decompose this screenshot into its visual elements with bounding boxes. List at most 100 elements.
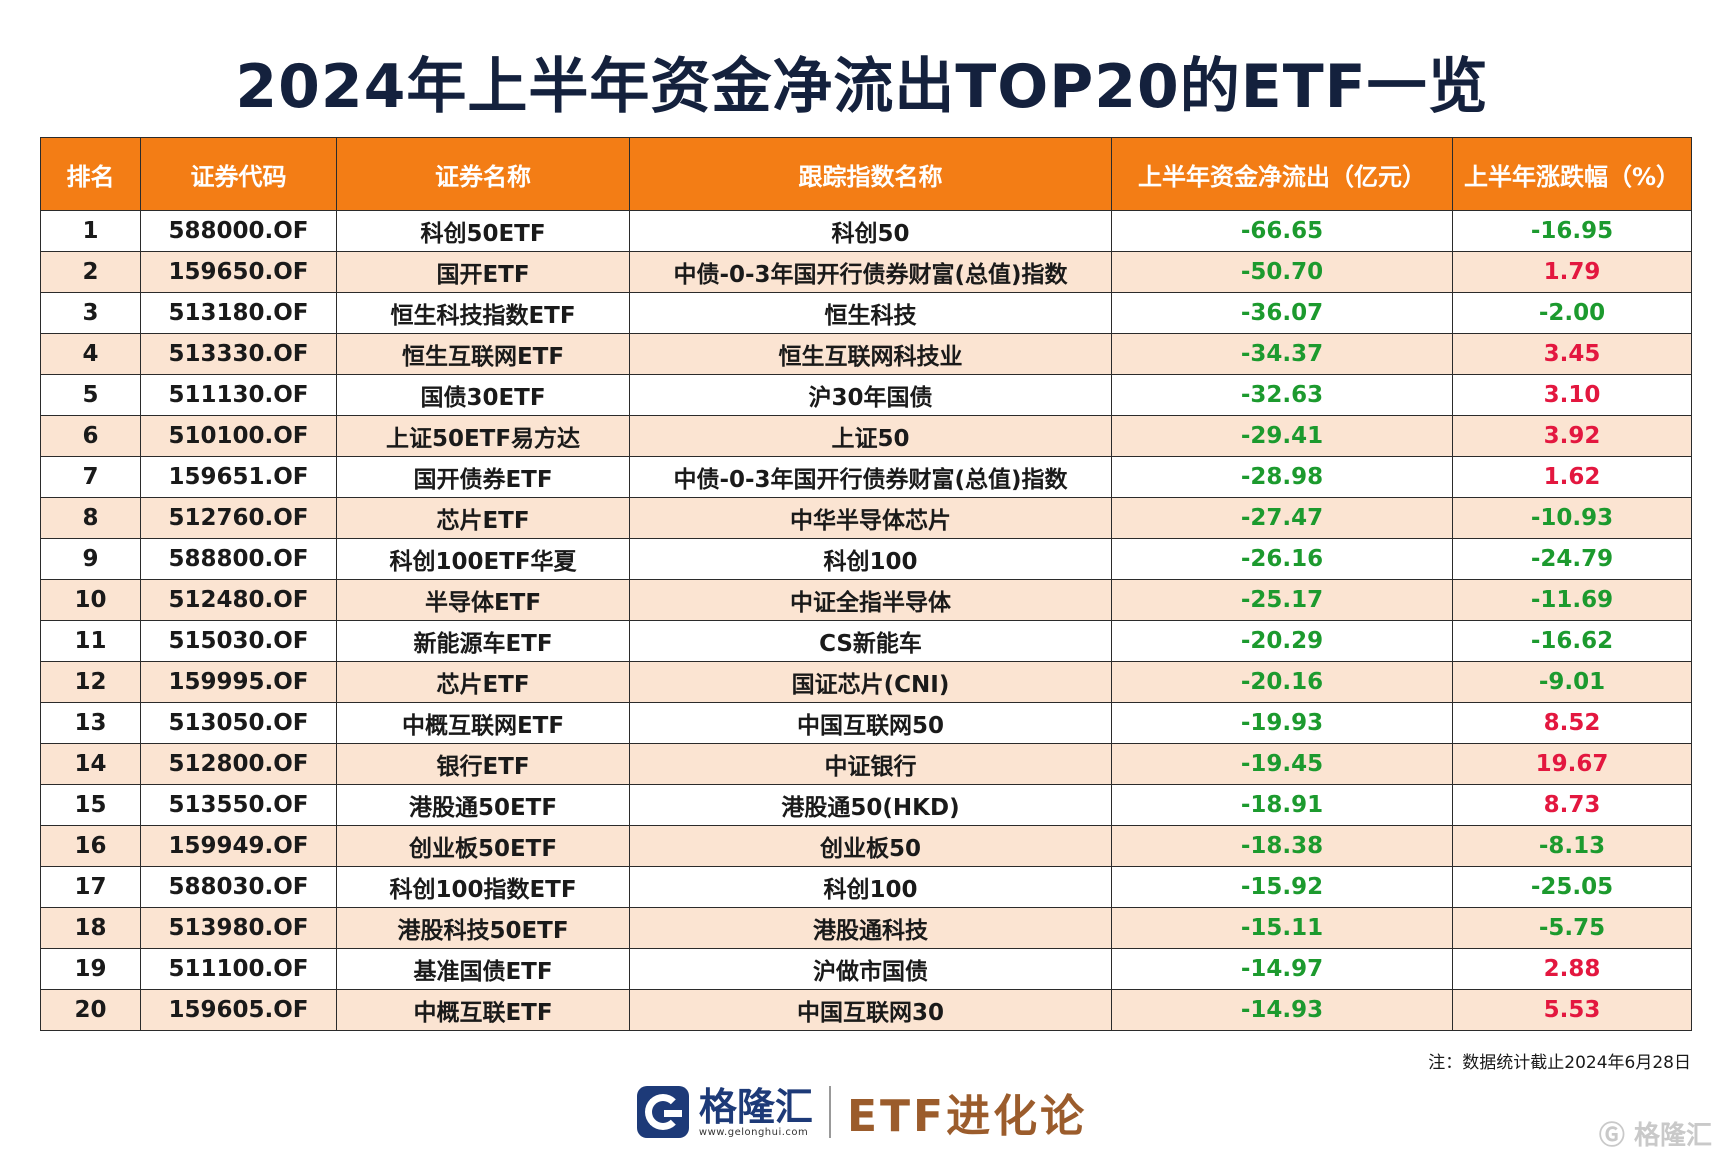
cell-change: 2.88	[1452, 948, 1692, 990]
cell-rank: 19	[40, 948, 141, 990]
cell-change: 8.73	[1452, 784, 1692, 826]
table-row: 8 512760.OF 芯片ETF 中华半导体芯片 -27.47 -10.93	[40, 497, 1692, 539]
cell-outflow: -19.93	[1111, 702, 1453, 744]
cell-outflow: -14.93	[1111, 989, 1453, 1031]
cell-change: 8.52	[1452, 702, 1692, 744]
cell-rank: 12	[40, 661, 141, 703]
cell-name: 银行ETF	[336, 743, 630, 785]
table-row: 6 510100.OF 上证50ETF易方达 上证50 -29.41 3.92	[40, 415, 1692, 457]
cell-change: -5.75	[1452, 907, 1692, 949]
cell-rank: 10	[40, 579, 141, 621]
cell-code: 512760.OF	[140, 497, 337, 539]
cell-name: 恒生互联网ETF	[336, 333, 630, 375]
cell-outflow: -15.11	[1111, 907, 1453, 949]
cell-rank: 6	[40, 415, 141, 457]
cell-outflow: -20.29	[1111, 620, 1453, 662]
cell-outflow: -36.07	[1111, 292, 1453, 334]
cell-outflow: -34.37	[1111, 333, 1453, 375]
cell-rank: 16	[40, 825, 141, 867]
cell-index: 港股通50(HKD)	[629, 784, 1112, 826]
cell-outflow: -14.97	[1111, 948, 1453, 990]
cell-rank: 18	[40, 907, 141, 949]
brand-name: 格隆汇	[698, 1084, 813, 1129]
cell-index: 科创50	[629, 210, 1112, 252]
brand-url: www.gelonghui.com	[698, 1126, 809, 1138]
cell-outflow: -27.47	[1111, 497, 1453, 539]
cell-rank: 20	[40, 989, 141, 1031]
footer-divider	[828, 1086, 831, 1138]
cell-index: 恒生科技	[629, 292, 1112, 334]
cell-code: 515030.OF	[140, 620, 337, 662]
cell-outflow: -32.63	[1111, 374, 1453, 416]
cell-rank: 3	[40, 292, 141, 334]
header-rank: 排名	[40, 137, 141, 211]
gelonghui-logo-icon	[636, 1086, 689, 1138]
cell-index: 沪做市国债	[629, 948, 1112, 990]
cell-change: -16.62	[1452, 620, 1692, 662]
table-row: 10 512480.OF 半导体ETF 中证全指半导体 -25.17 -11.69	[40, 579, 1692, 621]
cell-code: 510100.OF	[140, 415, 337, 457]
cell-name: 科创100ETF华夏	[336, 538, 630, 580]
cell-name: 国开债券ETF	[336, 456, 630, 498]
cell-change: -9.01	[1452, 661, 1692, 703]
cell-index: 中债-0-3年国开行债券财富(总值)指数	[629, 456, 1112, 498]
watermark-text: 格隆汇	[1633, 1121, 1712, 1151]
cell-index: 中国互联网50	[629, 702, 1112, 744]
cell-name: 创业板50ETF	[336, 825, 630, 867]
cell-change: 3.92	[1452, 415, 1692, 457]
cell-outflow: -18.91	[1111, 784, 1453, 826]
cell-change: 19.67	[1452, 743, 1692, 785]
cell-code: 512480.OF	[140, 579, 337, 621]
cell-code: 513050.OF	[140, 702, 337, 744]
cell-change: 1.62	[1452, 456, 1692, 498]
cell-code: 159605.OF	[140, 989, 337, 1031]
cell-name: 国债30ETF	[336, 374, 630, 416]
cell-code: 513550.OF	[140, 784, 337, 826]
cell-index: 科创100	[629, 538, 1112, 580]
cell-index: 创业板50	[629, 825, 1112, 867]
cell-change: -10.93	[1452, 497, 1692, 539]
cell-outflow: -29.41	[1111, 415, 1453, 457]
cell-outflow: -50.70	[1111, 251, 1453, 293]
cell-outflow: -20.16	[1111, 661, 1453, 703]
cell-index: 中华半导体芯片	[629, 497, 1112, 539]
cell-name: 基准国债ETF	[336, 948, 630, 990]
cell-outflow: -19.45	[1111, 743, 1453, 785]
table-header-row: 排名 证券代码 证券名称 跟踪指数名称 上半年资金净流出（亿元） 上半年涨跌幅（…	[40, 137, 1692, 211]
cell-change: 3.45	[1452, 333, 1692, 375]
cell-rank: 9	[40, 538, 141, 580]
cell-index: 沪30年国债	[629, 374, 1112, 416]
cell-rank: 14	[40, 743, 141, 785]
watermark-icon: Ⓖ	[1598, 1121, 1625, 1151]
cell-change: 5.53	[1452, 989, 1692, 1031]
data-note: 注：数据统计截止2024年6月28日	[1428, 1053, 1691, 1073]
cell-name: 科创50ETF	[336, 210, 630, 252]
cell-index: CS新能车	[629, 620, 1112, 662]
table-row: 2 159650.OF 国开ETF 中债-0-3年国开行债券财富(总值)指数 -50.7…	[40, 251, 1692, 293]
cell-rank: 17	[40, 866, 141, 908]
cell-outflow: -28.98	[1111, 456, 1453, 498]
cell-name: 国开ETF	[336, 251, 630, 293]
cell-index: 中证银行	[629, 743, 1112, 785]
table-row: 12 159995.OF 芯片ETF 国证芯片(CNI) -20.16 -9.01	[40, 661, 1692, 703]
cell-rank: 15	[40, 784, 141, 826]
cell-rank: 8	[40, 497, 141, 539]
table-row: 7 159651.OF 国开债券ETF 中债-0-3年国开行债券财富(总值)指数 -28…	[40, 456, 1692, 498]
cell-code: 511130.OF	[140, 374, 337, 416]
cell-change: -11.69	[1452, 579, 1692, 621]
cell-code: 588030.OF	[140, 866, 337, 908]
table-row: 1 588000.OF 科创50ETF 科创50 -66.65 -16.95	[40, 210, 1692, 252]
watermark: Ⓖ 格隆汇	[1599, 1115, 1712, 1152]
table-row: 19 511100.OF 基准国债ETF 沪做市国债 -14.97 2.88	[40, 948, 1692, 990]
cell-change: -24.79	[1452, 538, 1692, 580]
cell-index: 中证全指半导体	[629, 579, 1112, 621]
cell-code: 511100.OF	[140, 948, 337, 990]
cell-rank: 13	[40, 702, 141, 744]
cell-index: 上证50	[629, 415, 1112, 457]
cell-code: 159651.OF	[140, 456, 337, 498]
cell-name: 芯片ETF	[336, 661, 630, 703]
cell-outflow: -26.16	[1111, 538, 1453, 580]
cell-code: 159995.OF	[140, 661, 337, 703]
cell-outflow: -25.17	[1111, 579, 1453, 621]
cell-name: 恒生科技指数ETF	[336, 292, 630, 334]
